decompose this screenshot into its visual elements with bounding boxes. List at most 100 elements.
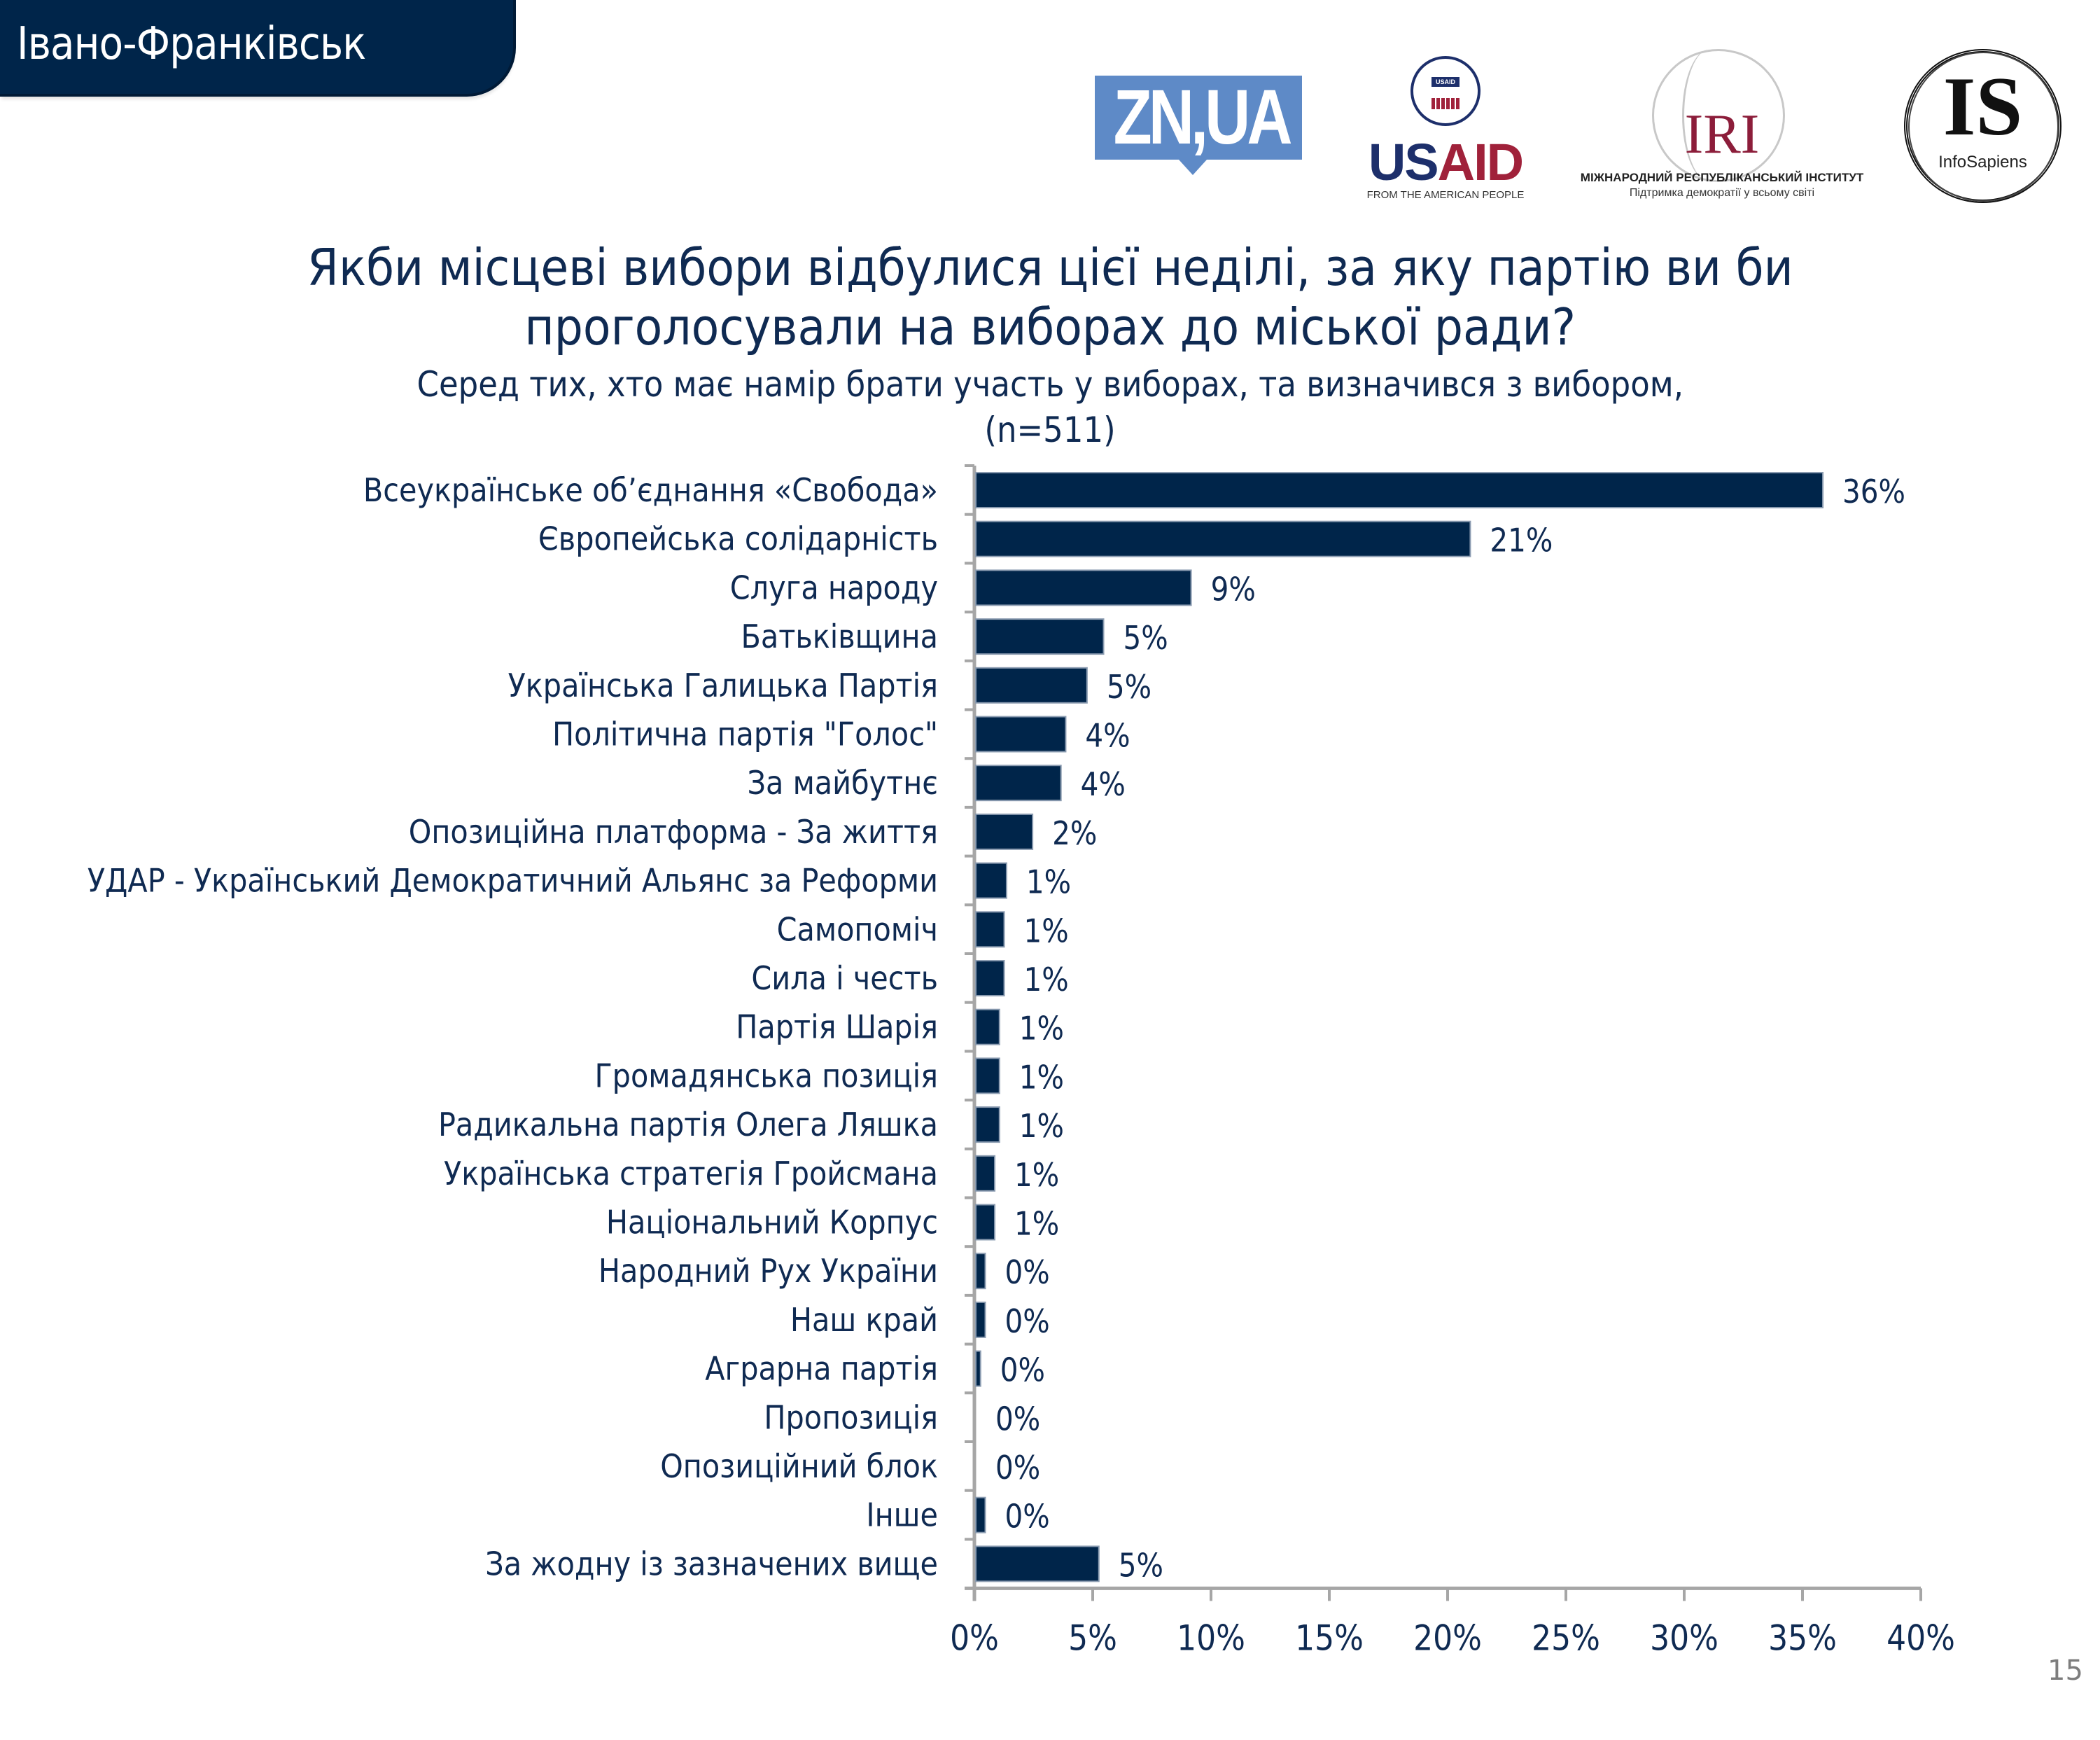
bar [975,1496,986,1533]
bar [975,765,1062,802]
bar [975,569,1192,606]
x-tick-label: 20% [1413,1618,1482,1659]
data-label: 0% [1005,1498,1050,1536]
chart-subtitle: Серед тих, хто має намір брати участь у … [0,364,2100,405]
usaid-seal-icon: USAID [1410,56,1480,126]
data-label: 1% [1019,1059,1064,1097]
data-label: 21% [1490,522,1553,559]
data-label: 1% [1014,1206,1059,1243]
data-label: 5% [1107,669,1152,706]
category-label: Слуга народу [730,569,938,607]
bar [975,472,1824,508]
category-label: Інше [866,1497,938,1535]
category-label: Українська Галицька Партія [508,667,938,705]
usaid-wordmark-aid: AID [1437,133,1524,191]
data-label: 4% [1081,767,1126,804]
chart-subtitle-text: Серед тих, хто має намір брати участь у … [416,364,1684,405]
category-label: Політична партія "Голос" [552,716,938,753]
bar [975,1155,996,1192]
x-tick-label: 15% [1295,1618,1364,1659]
speech-bubble-tail-icon [1179,160,1207,175]
data-label: 1% [1026,864,1071,901]
chart-title-line-2-text: проголосували на виборах до міської ради… [524,298,1576,356]
data-label: 1% [1014,1157,1059,1194]
bar [975,911,1005,948]
chart-sample-size-text: (n=511) [984,410,1116,450]
data-label: 0% [1000,1352,1045,1389]
bar [975,716,1067,753]
infosapiens-monogram: IS [1942,60,2023,153]
usaid-logo: USAID USAID FROM THE AMERICAN PEOPLE [1354,56,1536,203]
circle-ring-inner-icon [1908,52,2059,202]
bar [975,813,1034,850]
category-label: Національний Корпус [606,1204,938,1241]
category-label: УДАР - Український Демократичний Альянс … [88,863,938,900]
iri-wordmark: IRI [1684,104,1760,165]
data-label: 1% [1024,913,1069,950]
category-label: Партія Шарія [736,1009,938,1047]
data-label: 0% [995,1401,1040,1438]
category-label: Громадянська позиція [594,1057,938,1095]
data-label: 0% [995,1450,1040,1487]
category-label: Українська стратегія Гройсмана [444,1155,938,1193]
usaid-wordmark-us: US [1368,133,1439,191]
bar [975,667,1088,704]
bar [975,1008,1000,1045]
usaid-seal-stripes-icon [1432,98,1460,109]
category-label: Пропозиція [764,1399,938,1437]
category-label: Наш край [790,1302,938,1339]
data-label: 0% [1005,1303,1050,1340]
bar [975,520,1471,557]
bar [975,1204,996,1241]
bar [975,618,1105,655]
city-title: Івано-Франківськ [17,18,366,70]
category-label: За майбутнє [748,765,938,802]
chart-title-line-1-text: Якби місцеві вибори відбулися цієї неділ… [307,238,1793,297]
city-header-banner: Івано-Франківськ [0,0,516,97]
infosapiens-name: InfoSapiens [1938,153,2027,172]
chart-title-line-2: проголосували на виборах до міської ради… [0,298,2100,356]
x-tick-label: 10% [1177,1618,1245,1659]
globe-icon [1652,49,1785,182]
data-label: 1% [1019,1108,1064,1146]
category-label: Опозиційна платформа - За життя [409,814,938,851]
bar [975,1057,1000,1094]
data-label: 0% [1005,1255,1050,1292]
data-label: 1% [1019,1010,1064,1048]
bar [975,1350,981,1387]
infosapiens-logo: IS InfoSapiens [1904,49,2065,207]
category-label: Європейська солідарність [538,521,938,559]
data-label: 36% [1842,474,1905,511]
data-label: 2% [1052,815,1097,852]
category-label: Батьківщина [741,618,938,656]
bar [975,1545,1100,1582]
data-label: 4% [1085,718,1130,755]
x-tick-label: 30% [1650,1618,1718,1659]
bar [975,1301,986,1338]
category-label: Радикальна партія Олега Ляшка [438,1106,938,1144]
category-label: Опозиційний блок [660,1448,938,1486]
znua-logo-text: ZN,UA [1113,74,1293,160]
category-label: Сила і честь [751,960,938,998]
page-number: 15 [2047,1655,2083,1687]
x-tick-label: 35% [1768,1618,1837,1659]
x-tick-label: 40% [1886,1618,1955,1659]
category-label: Всеукраїнське об’єднання «Свобода» [363,472,938,510]
x-tick-label: 0% [950,1618,999,1659]
category-label: Самопоміч [777,911,938,949]
iri-tagline: Підтримка демократії у всьому світі [1629,187,1815,199]
chart-title-line-1: Якби місцеві вибори відбулися цієї неділ… [0,238,2100,297]
category-label: За жодну із зазначених вище [485,1545,938,1583]
data-label: 5% [1124,620,1168,657]
bar [975,1253,986,1290]
category-label: Народний Рух України [598,1253,938,1290]
data-label: 1% [1024,962,1069,999]
bar [975,960,1005,996]
data-label: 5% [1119,1547,1163,1585]
x-tick-label: 25% [1532,1618,1600,1659]
usaid-tagline: FROM THE AMERICAN PEOPLE [1366,189,1525,201]
usaid-wordmark: USAID [1354,137,1536,188]
chart-sample-size: (n=511) [0,410,2100,450]
iri-name: МІЖНАРОДНИЙ РЕСПУБЛІКАНСЬКИЙ ІНСТИТУТ [1580,171,1864,184]
bar [975,1106,1000,1143]
